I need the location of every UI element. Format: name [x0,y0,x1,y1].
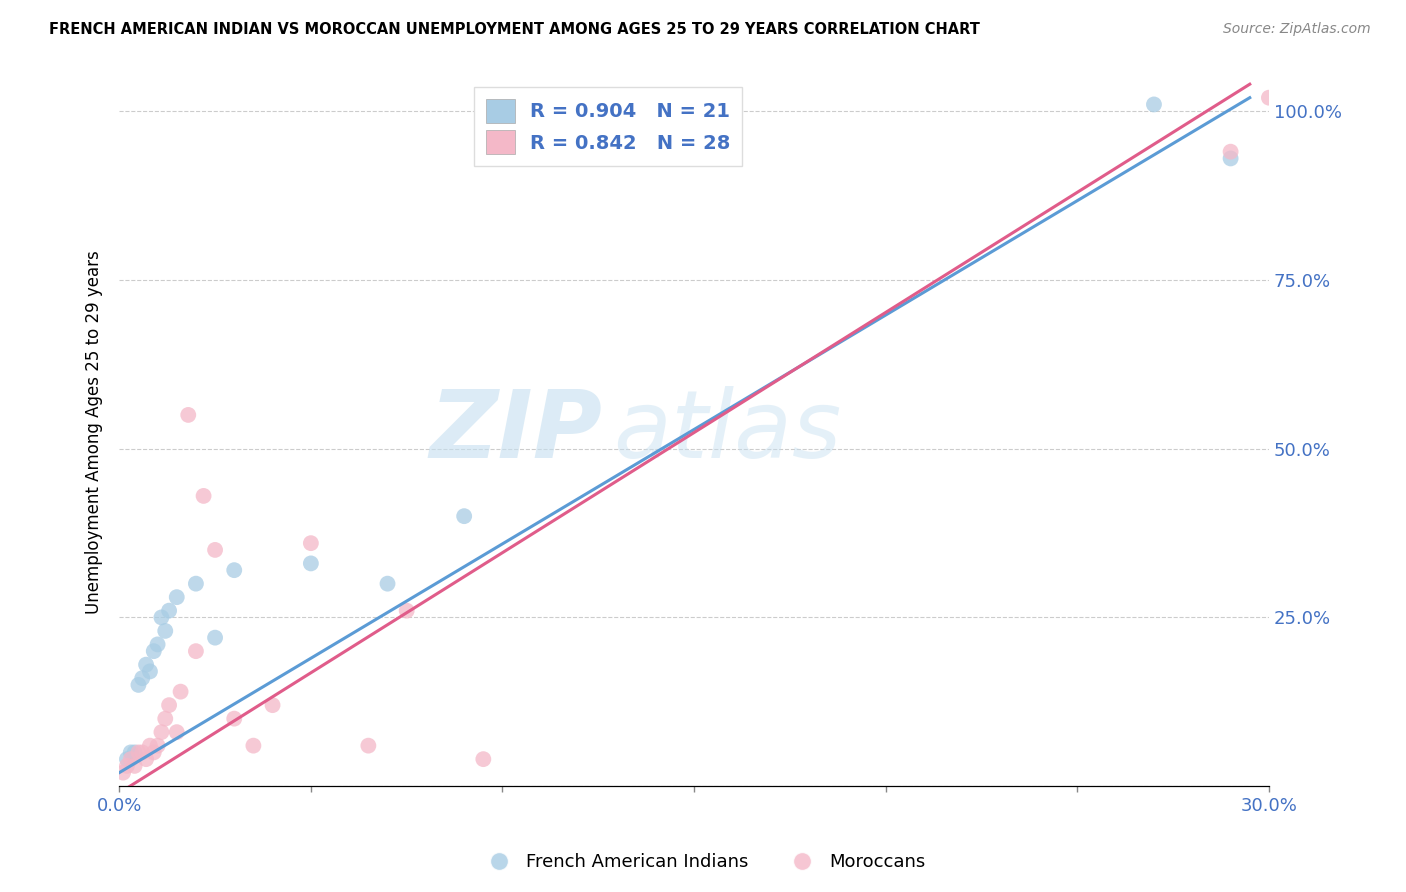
Point [242,739,264,753]
Point [1143,97,1166,112]
Point [157,698,180,713]
Point [155,624,177,638]
Point [112,765,135,780]
Point [1219,152,1241,166]
Point [357,739,380,753]
Point [142,644,165,658]
Legend: French American Indians, Moroccans: French American Indians, Moroccans [474,847,932,879]
Point [127,745,149,759]
Point [377,576,399,591]
Point [135,657,157,672]
Text: FRENCH AMERICAN INDIAN VS MOROCCAN UNEMPLOYMENT AMONG AGES 25 TO 29 YEARS CORREL: FRENCH AMERICAN INDIAN VS MOROCCAN UNEMP… [49,22,980,37]
Point [224,563,246,577]
Legend: R = 0.904   N = 21, R = 0.842   N = 28: R = 0.904 N = 21, R = 0.842 N = 28 [474,87,742,166]
Point [224,712,246,726]
Point [142,745,165,759]
Point [472,752,495,766]
Point [166,590,188,604]
Point [120,745,142,759]
Point [139,739,162,753]
Point [204,631,226,645]
Point [135,752,157,766]
Point [177,408,200,422]
Point [150,725,173,739]
Text: Source: ZipAtlas.com: Source: ZipAtlas.com [1223,22,1371,37]
Point [1258,91,1281,105]
Point [204,542,226,557]
Point [146,637,169,651]
Point [262,698,284,713]
Point [169,684,191,698]
Point [184,644,207,658]
Point [139,665,162,679]
Point [115,759,138,773]
Point [120,752,142,766]
Point [157,604,180,618]
Point [299,557,322,571]
Point [131,671,153,685]
Point [193,489,215,503]
Point [299,536,322,550]
Point [124,745,146,759]
Y-axis label: Unemployment Among Ages 25 to 29 years: Unemployment Among Ages 25 to 29 years [86,250,103,614]
Point [395,604,418,618]
Point [155,712,177,726]
Point [146,739,169,753]
Point [184,576,207,591]
Point [124,759,146,773]
Point [453,509,475,524]
Point [166,725,188,739]
Point [131,745,153,759]
Point [150,610,173,624]
Text: ZIP: ZIP [429,386,602,478]
Point [115,752,138,766]
Text: atlas: atlas [613,386,842,477]
Point [127,678,149,692]
Point [1219,145,1241,159]
